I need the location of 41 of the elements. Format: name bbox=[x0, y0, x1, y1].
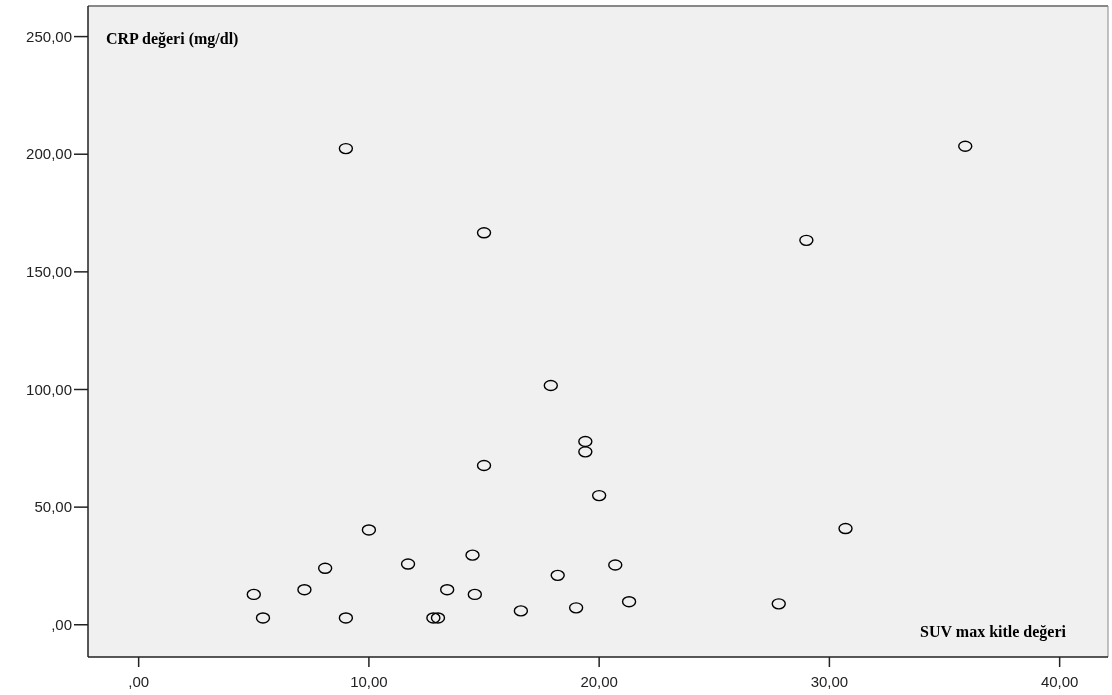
point bbox=[246, 588, 261, 601]
y-tick-label: ,00 bbox=[51, 616, 72, 634]
point bbox=[958, 140, 973, 152]
y-axis-title: CRP değeri (mg/dl) bbox=[106, 30, 239, 48]
x-tick-label: 10,00 bbox=[350, 673, 388, 690]
point bbox=[771, 598, 786, 610]
point bbox=[465, 549, 480, 561]
point bbox=[799, 234, 814, 247]
point bbox=[297, 584, 312, 596]
point bbox=[608, 559, 623, 571]
point bbox=[550, 569, 565, 582]
x-tick-label: 40,00 bbox=[1040, 673, 1079, 690]
point bbox=[838, 522, 853, 535]
y-tick-label: 50,00 bbox=[34, 498, 72, 516]
point bbox=[476, 227, 492, 239]
point bbox=[317, 562, 333, 574]
point bbox=[578, 435, 593, 448]
point bbox=[439, 584, 455, 596]
y-tick-label: 250,00 bbox=[26, 27, 72, 45]
x-tick-label: 30,00 bbox=[810, 673, 849, 690]
point bbox=[338, 142, 354, 155]
x-axis-title: SUV max kitle değeri bbox=[920, 623, 1067, 641]
y-tick-label: 150,00 bbox=[26, 263, 72, 281]
point bbox=[338, 612, 354, 624]
point bbox=[467, 588, 483, 601]
x-tick-label: 20,00 bbox=[580, 673, 618, 690]
point bbox=[426, 612, 441, 624]
point bbox=[400, 558, 416, 570]
point bbox=[255, 612, 271, 624]
point bbox=[591, 489, 607, 502]
point bbox=[568, 602, 584, 614]
y-tick-label: 100,00 bbox=[26, 380, 72, 398]
x-tick-label: ,00 bbox=[128, 673, 150, 690]
point bbox=[621, 596, 637, 608]
point bbox=[513, 605, 529, 617]
point bbox=[476, 459, 492, 472]
point bbox=[430, 612, 446, 624]
point bbox=[361, 524, 377, 536]
point bbox=[543, 379, 558, 392]
y-tick-label: 200,00 bbox=[26, 145, 72, 163]
point bbox=[578, 446, 593, 458]
